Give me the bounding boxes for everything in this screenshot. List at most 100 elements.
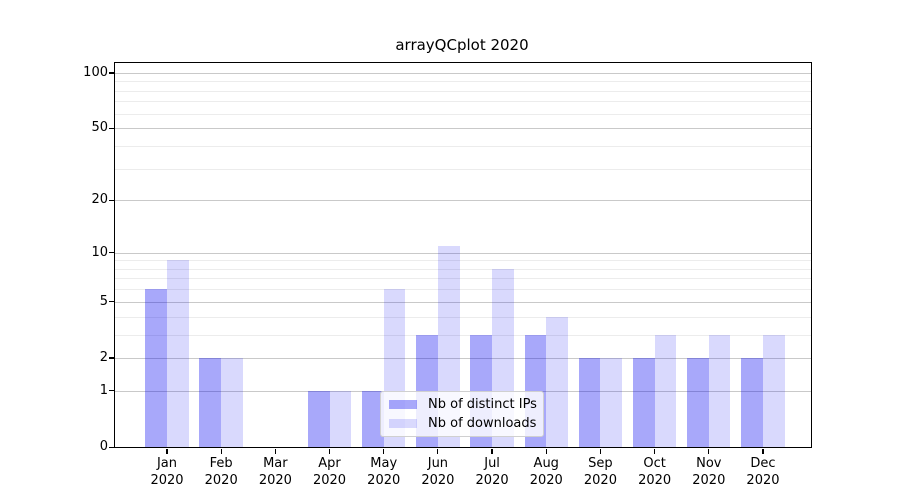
bar-nov-distinct_ips (687, 357, 709, 447)
x-tick-month: Jan (156, 456, 178, 471)
legend-swatch-distinct_ips (389, 400, 417, 410)
x-tick-month: Apr (318, 456, 341, 471)
y-tick-mark (108, 199, 114, 201)
y-tick-mark (108, 72, 114, 74)
gridline-minor (115, 168, 811, 170)
gridline-minor (115, 289, 811, 291)
gridline-major (115, 200, 811, 202)
x-tick-month: Aug (533, 456, 559, 471)
y-tick-label: 2 (99, 349, 108, 365)
y-tick-label: 5 (99, 293, 108, 309)
x-tick-month: Jul (484, 456, 500, 471)
gridline-minor (115, 278, 811, 280)
y-tick-label: 0 (99, 439, 108, 454)
x-tick-label: Apr 2020 (300, 455, 360, 489)
bar-dec-distinct_ips (741, 357, 763, 447)
y-tick-mark (108, 357, 114, 359)
y-tick-label: 20 (91, 192, 108, 208)
x-tick-year: 2020 (475, 473, 509, 488)
x-tick-mark (383, 448, 385, 454)
y-tick-mark (108, 127, 114, 129)
x-tick-mark (437, 448, 439, 454)
x-tick-label: Feb 2020 (191, 455, 251, 489)
x-tick-month: Jun (427, 456, 449, 471)
x-tick-month: Feb (209, 456, 233, 471)
bar-feb-downloads (221, 357, 243, 447)
bar-jan-distinct_ips (145, 289, 167, 447)
y-tick-label: 1 (99, 382, 108, 398)
bar-dec-downloads (762, 334, 785, 447)
x-tick-label: Jan 2020 (137, 455, 197, 489)
plot-inner: 0 1 2 5 10 20 50 100 Jan 2020 Feb 2020 Mar 2020 Apr 202… (83, 63, 811, 488)
plot-area: 0 1 2 5 10 20 50 100 Jan 2020 Feb 2020 Mar 2020 Apr 202… (83, 62, 812, 488)
x-tick-year: 2020 (746, 473, 780, 488)
legend-swatch-downloads (389, 418, 417, 428)
legend-item-distinct_ips: Nb of distinct IPs (389, 397, 537, 412)
x-tick-year: 2020 (258, 473, 292, 488)
gridline-minor (115, 113, 811, 115)
gridline-minor (115, 316, 811, 318)
x-tick-label: Nov 2020 (679, 455, 739, 489)
x-tick-mark (654, 448, 656, 454)
gridline-major (115, 72, 811, 74)
x-tick-month: Nov (696, 456, 722, 471)
gridline-major (115, 128, 811, 130)
bar-oct-downloads (654, 334, 677, 447)
gridline-minor (115, 260, 811, 262)
x-tick-year: 2020 (692, 473, 726, 488)
gridline-major (115, 301, 811, 303)
x-tick-label: Aug 2020 (516, 455, 576, 489)
gridline-major (115, 357, 811, 359)
x-tick-month: Oct (643, 456, 666, 471)
x-tick-label: May 2020 (354, 455, 414, 489)
x-tick-label: Dec 2020 (733, 455, 793, 489)
x-tick-month: Sep (588, 456, 613, 471)
gridline-major (115, 252, 811, 254)
y-tick-mark (108, 252, 114, 254)
bar-may-distinct_ips (362, 390, 384, 447)
x-tick-year: 2020 (638, 473, 672, 488)
legend-label-downloads: Nb of downloads (428, 415, 537, 431)
bar-apr-downloads (329, 390, 352, 447)
bar-jan-downloads (167, 260, 189, 447)
x-tick-mark (491, 448, 493, 454)
x-tick-month: Dec (750, 456, 776, 471)
y-tick-mark (108, 390, 114, 392)
x-tick-mark (274, 448, 276, 454)
gridline-minor (115, 268, 811, 270)
x-tick-label: Mar 2020 (245, 455, 305, 489)
bar-apr-distinct_ips (307, 390, 330, 447)
x-tick-year: 2020 (367, 473, 401, 488)
x-tick-mark (762, 448, 764, 454)
x-tick-mark (708, 448, 710, 454)
bar-sep-downloads (600, 357, 623, 447)
bar-feb-distinct_ips (199, 357, 222, 447)
chart-title: arrayQCplot 2020 (395, 36, 529, 54)
bar-nov-downloads (708, 334, 731, 447)
gridline-minor (115, 334, 811, 336)
legend-item-downloads: Nb of downloads (389, 415, 537, 431)
bar-sep-distinct_ips (578, 357, 601, 447)
x-tick-mark (545, 448, 547, 454)
x-tick-year: 2020 (529, 473, 563, 488)
y-tick-label: 50 (91, 120, 108, 136)
x-tick-year: 2020 (204, 473, 238, 488)
x-tick-month: Mar (263, 456, 288, 471)
bar-oct-distinct_ips (632, 357, 655, 447)
x-tick-year: 2020 (312, 473, 347, 488)
gridline-minor (115, 145, 811, 147)
x-tick-label: Jul 2020 (462, 455, 522, 489)
y-tick-mark (108, 301, 114, 303)
x-tick-year: 2020 (583, 473, 617, 488)
x-tick-month: May (370, 456, 398, 471)
y-tick-label: 100 (83, 64, 108, 80)
bar-aug-downloads (546, 316, 568, 447)
x-tick-mark (328, 448, 331, 454)
legend: Nb of distinct IPs Nb of downloads (380, 391, 544, 437)
y-tick-label: 10 (91, 244, 108, 260)
x-tick-year: 2020 (421, 473, 455, 488)
x-tick-label: Jun 2020 (408, 455, 468, 489)
x-tick-mark (220, 448, 222, 454)
x-tick-mark (599, 448, 602, 454)
